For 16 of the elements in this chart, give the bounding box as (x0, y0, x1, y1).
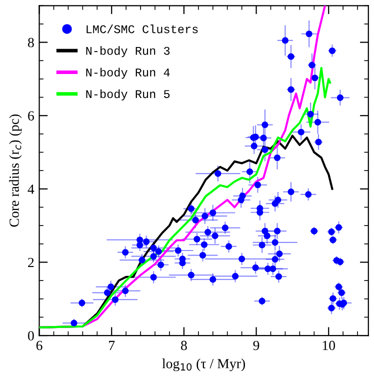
x-tick-label: 6 (36, 340, 42, 350)
x-tick-label: 7 (109, 340, 115, 350)
y-tick-label: 4 (28, 184, 34, 194)
y-tick-label: 6 (28, 111, 34, 121)
x-tick-label: 10 (322, 340, 336, 350)
x-tick-label: 8 (180, 340, 187, 350)
x-tick-label: 9 (253, 340, 260, 350)
x-axis-title: log$_{10}$ (τ / Myr) (162, 358, 245, 372)
y-tick-label: 0 (28, 331, 34, 340)
legend-label: LMC/SMC Clusters (86, 24, 198, 34)
y-tick-label: 2 (28, 258, 34, 268)
legend-label: N-body Run 4 (86, 68, 170, 79)
legend-label: N-body Run 3 (86, 46, 170, 58)
legend-label: N-body Run 5 (86, 89, 170, 100)
y-axis-title: Core radius (r$_{c}$) (pc) (9, 114, 22, 227)
y-tick-label: 8 (28, 38, 34, 48)
